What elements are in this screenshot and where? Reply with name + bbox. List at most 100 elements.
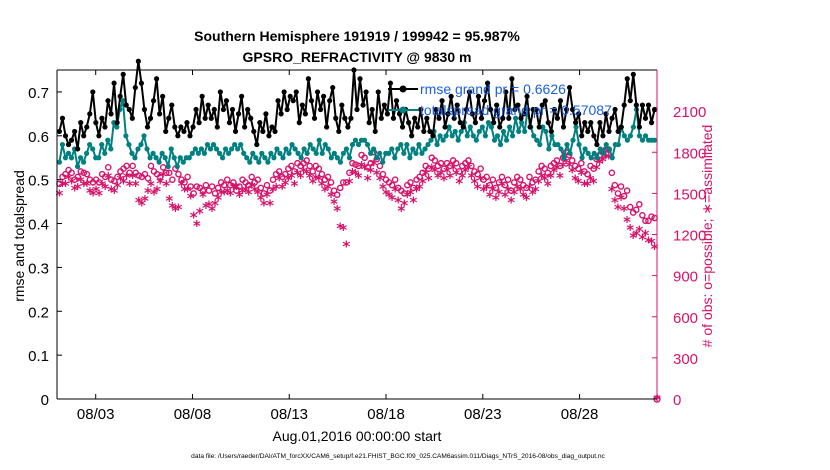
totalspread-point — [494, 133, 501, 139]
obs-assimilated-point: * — [565, 158, 573, 176]
totalspread-point — [364, 141, 371, 148]
totalspread-point — [516, 128, 522, 135]
obs-assimilated-point: * — [330, 195, 338, 213]
rmse-point — [548, 128, 554, 135]
obs-possible-point — [388, 181, 396, 189]
totalspread-point — [286, 150, 292, 156]
rmse-point — [563, 106, 570, 113]
obs-assimilated-point: * — [648, 235, 656, 253]
rmse-point — [633, 102, 639, 108]
obs-assimilated-point: * — [110, 184, 118, 202]
obs-assimilated-point: * — [391, 183, 399, 201]
obs-assimilated-point: * — [324, 180, 332, 198]
obs-possible-point — [584, 170, 591, 178]
obs-assimilated-point: * — [584, 177, 592, 195]
obs-assimilated-point: * — [187, 189, 195, 207]
obs-assimilated-point: * — [150, 185, 158, 203]
totalspread-point — [437, 133, 443, 139]
rmse-point — [436, 115, 442, 121]
totalspread-point — [226, 150, 232, 156]
totalspread-point — [428, 137, 434, 143]
obs-assimilated-point: * — [83, 177, 91, 195]
rmse-point — [305, 76, 312, 82]
totalspread-point — [162, 155, 168, 161]
obs-possible-point — [465, 157, 472, 164]
obs-assimilated-point: * — [480, 183, 488, 201]
totalspread-point — [503, 137, 510, 143]
totalspread-point — [491, 137, 498, 143]
totalspread-point — [195, 150, 201, 156]
obs-assimilated-point: * — [291, 177, 299, 195]
totalspread-point — [374, 155, 380, 161]
rmse-point — [226, 120, 233, 126]
obs-assimilated-point: * — [92, 183, 100, 201]
obs-assimilated-point: * — [614, 200, 622, 218]
obs-assimilated-point: * — [635, 222, 643, 240]
obs-assimilated-point: * — [532, 183, 540, 201]
totalspread-point — [401, 150, 407, 156]
obs-assimilated-point: * — [364, 172, 372, 190]
rmse-point — [93, 120, 99, 126]
series-obs-assimilated: ****************************************… — [55, 150, 661, 409]
obs-assimilated-point: * — [406, 185, 414, 203]
rmse-point — [232, 128, 239, 135]
totalspread-point — [271, 155, 277, 161]
obs-assimilated-point: * — [455, 174, 463, 192]
rmse-point — [205, 102, 211, 108]
obs-assimilated-point: * — [306, 169, 314, 187]
totalspread-point — [386, 150, 392, 156]
y-left-axis: 0 0.1 0.2 0.3 0.4 0.5 0.6 0.7 — [28, 85, 62, 409]
rmse-point — [117, 93, 123, 99]
totalspread-point — [485, 120, 492, 126]
obs-assimilated-point: * — [550, 163, 558, 181]
rmse-point — [651, 106, 658, 113]
totalspread-point — [207, 146, 214, 152]
rmse-point — [266, 133, 272, 139]
totalspread-point — [419, 150, 425, 156]
obs-possible-point — [501, 181, 509, 189]
obs-assimilated-point: * — [260, 196, 268, 214]
rmse-point — [129, 115, 135, 121]
totalspread-point — [570, 137, 576, 143]
obs-assimilated-point: * — [275, 172, 283, 190]
totalspread-point — [564, 141, 570, 148]
chart-title-line1: Southern Hemisphere 191919 / 199942 = 95… — [194, 28, 520, 44]
obs-assimilated-point: * — [458, 169, 466, 187]
obs-possible-point — [248, 173, 256, 181]
rmse-point — [302, 111, 308, 117]
rmse-point — [609, 115, 615, 121]
rmse-point — [160, 93, 166, 99]
totalspread-point — [277, 150, 283, 156]
totalspread-point — [331, 150, 337, 156]
totalspread-point — [180, 159, 186, 165]
rmse-point — [539, 102, 545, 108]
obs-assimilated-point: * — [516, 183, 524, 201]
obs-assimilated-point: * — [562, 154, 570, 172]
obs-assimilated-point: * — [226, 187, 234, 205]
rmse-point — [81, 133, 87, 139]
rmse-point — [220, 106, 226, 113]
obs-assimilated-point: * — [602, 150, 610, 168]
totalspread-point — [77, 155, 84, 161]
obs-possible-point — [410, 184, 417, 192]
rmse-point — [184, 120, 190, 126]
obs-assimilated-point: * — [168, 199, 176, 217]
obs-assimilated-point: * — [263, 188, 271, 206]
rmse-point — [642, 115, 649, 121]
legend-rmse-marker — [399, 85, 407, 93]
rmse-point — [324, 124, 330, 130]
y-right-tick-label: 2100 — [673, 104, 706, 121]
totalspread-point — [594, 155, 600, 161]
rmse-point — [375, 89, 381, 95]
rmse-point — [497, 124, 503, 130]
rmse-point — [102, 124, 108, 130]
totalspread-point — [606, 146, 612, 152]
rmse-point — [509, 76, 515, 82]
totalspread-point — [467, 124, 473, 130]
series-totalspread — [56, 98, 658, 170]
rmse-point — [560, 124, 567, 130]
y-right-tick-label: 1200 — [673, 228, 706, 245]
obs-possible-point — [498, 173, 506, 181]
obs-possible-point — [364, 164, 371, 171]
obs-assimilated-point: * — [608, 183, 616, 201]
